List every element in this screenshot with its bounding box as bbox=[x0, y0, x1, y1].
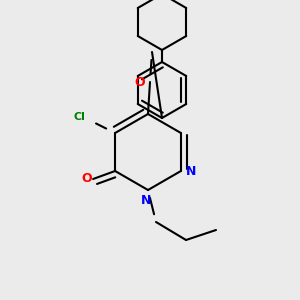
Text: O: O bbox=[135, 76, 145, 88]
Text: Cl: Cl bbox=[73, 112, 85, 122]
Text: N: N bbox=[141, 194, 151, 206]
Text: N: N bbox=[186, 164, 196, 178]
Text: O: O bbox=[82, 172, 92, 185]
